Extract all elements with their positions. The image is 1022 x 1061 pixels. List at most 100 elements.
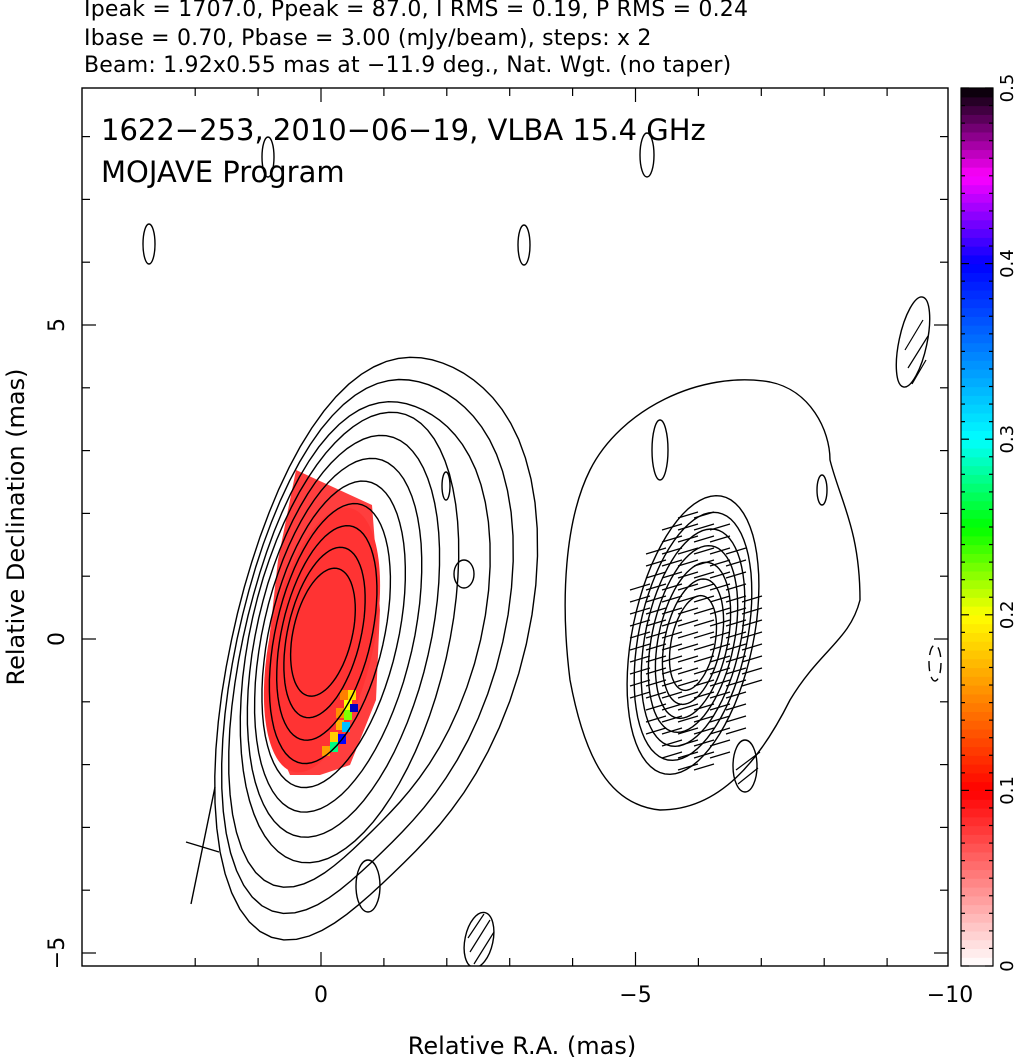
evpa-tick [661, 631, 683, 639]
evpa-tick [629, 655, 651, 663]
evpa-tick [661, 679, 683, 687]
colorbar-block [961, 483, 993, 493]
colorbar-block [961, 606, 993, 616]
colorbar-block [961, 799, 993, 809]
contour-line [228, 400, 491, 888]
evpa-tick [693, 583, 715, 591]
evpa-tick [725, 619, 747, 627]
evpa-tick [693, 739, 715, 747]
evpa-tick [629, 607, 651, 615]
contour-line [647, 544, 739, 734]
colorbar-block [961, 474, 993, 484]
evpa-tick [693, 547, 715, 555]
evpa-tick [661, 715, 683, 723]
evpa-tick [693, 619, 715, 627]
colorbar-block [961, 658, 993, 669]
evpa-tick [661, 595, 683, 603]
colorbar-block [961, 527, 993, 537]
y-tick-label: 5 [45, 318, 70, 332]
evpa-tick [629, 667, 651, 675]
evpa-tick [677, 619, 699, 627]
evpa-tick [741, 595, 763, 603]
colorbar-block [961, 114, 993, 124]
colorbar-block [961, 351, 993, 361]
colorbar-block [961, 535, 993, 546]
evpa-tick [677, 571, 699, 579]
colorbar-block [961, 693, 993, 704]
evpa-tick [677, 739, 699, 747]
evpa-tick [693, 631, 715, 639]
colorbar-block [961, 895, 993, 906]
evpa-tick [709, 667, 731, 675]
evpa-tick [645, 583, 667, 591]
colorbar-block [961, 131, 993, 142]
evpa-tick [725, 595, 747, 603]
colorbar-block [961, 843, 993, 853]
evpa-tick [677, 667, 699, 675]
evpa-tick [693, 571, 715, 579]
evpa-tick [645, 595, 667, 603]
colorbar-block [961, 702, 993, 712]
axis-ticks [82, 88, 948, 966]
colorbar-block [961, 869, 993, 879]
colorbar-block [961, 298, 993, 309]
evpa-tick [693, 643, 715, 651]
colorbar-block [961, 588, 993, 598]
evpa-tick [725, 643, 747, 651]
evpa-tick [677, 655, 699, 663]
evpa-tick [661, 559, 683, 567]
evpa-tick [661, 583, 683, 591]
colorbar-block [961, 395, 993, 405]
y-tick-label: 0 [45, 632, 70, 646]
evpa-tick [725, 691, 747, 699]
colorbar-block [961, 88, 993, 98]
evpa-tick [677, 703, 699, 711]
evpa-tick [693, 751, 715, 759]
colorbar-tick-label: 0.3 [997, 425, 1018, 454]
polarized-intensity-contours [564, 379, 861, 811]
evpa-tick [661, 535, 683, 543]
evpa-tick [645, 667, 667, 675]
colorbar-block [961, 825, 993, 835]
colorbar-block [961, 518, 993, 528]
colorbar-block [961, 711, 993, 721]
evpa-tick [693, 511, 715, 519]
evpa-tick [645, 643, 667, 651]
colorbar-block [961, 123, 993, 133]
evpa-tick [661, 691, 683, 699]
colorbar-block [961, 246, 993, 256]
evpa-tick [693, 763, 715, 771]
evpa-tick [693, 559, 715, 567]
evpa-ticks [629, 511, 763, 771]
colorbar-block [961, 851, 993, 862]
colorbar-block [961, 263, 993, 273]
colorbar-block [961, 878, 993, 888]
x-tick-label: 0 [314, 983, 328, 1008]
evpa-tick [677, 691, 699, 699]
colorbar-block [961, 728, 993, 739]
colorbar-tick-label: 0 [997, 960, 1018, 971]
colorbar-block [961, 807, 993, 818]
colorbar-block [961, 649, 993, 660]
evpa-tick [645, 571, 667, 579]
evpa-tick [645, 655, 667, 663]
evpa-tick [661, 703, 683, 711]
colorbar-block [961, 465, 993, 475]
evpa-tick [693, 703, 715, 711]
colorbar-block [961, 307, 993, 317]
x-tick-label: −10 [927, 983, 973, 1008]
colorbar-block [961, 360, 993, 370]
evpa-tick [677, 595, 699, 603]
evpa-tick [629, 619, 651, 627]
evpa-tick [709, 631, 731, 639]
colorbar-tick-label: 0.4 [997, 249, 1018, 278]
evpa-tick [709, 655, 731, 663]
evpa-tick [645, 547, 667, 555]
colorbar-block [961, 781, 993, 791]
colorbar-block [961, 140, 993, 151]
colorbar-block [961, 720, 993, 730]
colorbar-block [961, 860, 993, 871]
evpa-tick [645, 631, 667, 639]
evpa-tick [645, 607, 667, 615]
colorbar-block [961, 404, 993, 414]
